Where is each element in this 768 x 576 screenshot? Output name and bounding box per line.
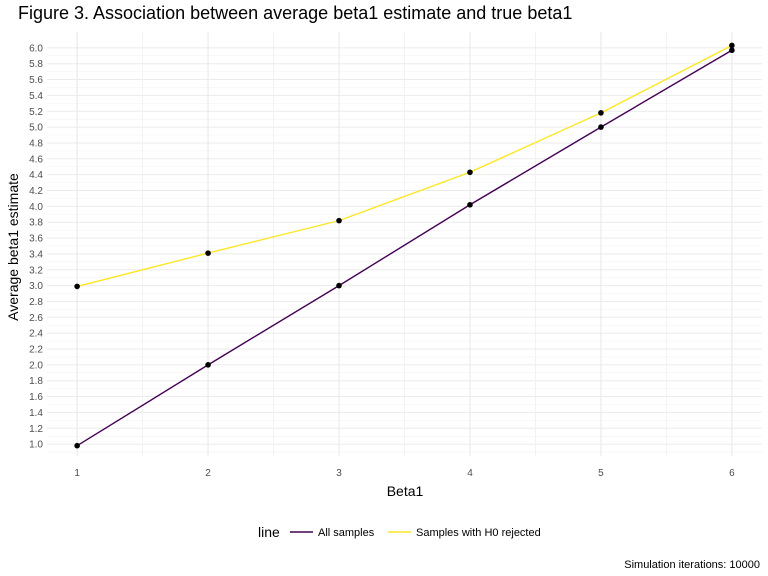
y-tick-label: 5.6 [29, 75, 43, 86]
y-tick-label: 5.2 [29, 107, 43, 118]
data-point [74, 283, 80, 290]
data-point [729, 42, 735, 49]
x-tick-label: 3 [336, 468, 342, 479]
series-line-0 [76, 49, 733, 447]
chart-title: Figure 3. Association between average be… [18, 3, 572, 23]
legend-label-h0-rejected: Samples with H0 rejected [416, 527, 541, 539]
y-tick-label: 2.4 [29, 329, 43, 340]
data-point [74, 442, 80, 449]
y-tick-label: 2.0 [29, 360, 43, 371]
x-tick-label: 4 [467, 468, 473, 479]
legend-title: line [258, 524, 280, 540]
legend: line All samples Samples with H0 rejecte… [258, 524, 541, 540]
data-point [729, 47, 735, 54]
y-tick-label: 6.0 [29, 43, 43, 54]
y-tick-label: 4.2 [29, 186, 43, 197]
y-tick-label: 1.0 [29, 440, 43, 451]
y-tick-label: 2.8 [29, 297, 43, 308]
x-axis-ticks: 1 2 3 4 5 6 [74, 468, 735, 479]
y-tick-label: 2.6 [29, 313, 43, 324]
y-tick-label: 3.0 [29, 281, 43, 292]
x-tick-label: 1 [74, 468, 80, 479]
y-tick-label: 4.4 [29, 170, 43, 181]
y-tick-label: 2.2 [29, 345, 43, 356]
x-tick-label: 2 [205, 468, 211, 479]
caption: Simulation iterations: 10000 [624, 559, 760, 571]
y-tick-label: 5.4 [29, 91, 43, 102]
y-tick-label: 3.8 [29, 218, 43, 229]
y-tick-label: 4.8 [29, 138, 43, 149]
data-point [336, 282, 342, 289]
data-point [205, 250, 211, 256]
y-axis-ticks: 1.0 1.2 1.4 1.6 1.8 2.0 2.2 2.4 2.6 2.8 3.0 3.2 3.4 3… [29, 43, 43, 450]
y-tick-label: 3.4 [29, 249, 43, 260]
y-tick-label: 3.2 [29, 265, 43, 276]
series-points [74, 42, 735, 449]
x-tick-label: 6 [729, 468, 735, 479]
data-point [598, 110, 604, 116]
y-tick-label: 1.2 [29, 424, 43, 435]
y-tick-label: 1.6 [29, 392, 43, 403]
y-axis-title: Average beta1 estimate [5, 173, 21, 321]
x-tick-label: 5 [598, 468, 604, 479]
legend-label-all-samples: All samples [318, 527, 375, 539]
data-point [205, 362, 211, 368]
y-tick-label: 1.8 [29, 376, 43, 387]
series-lines [76, 44, 733, 447]
data-point [598, 124, 604, 130]
data-point [467, 169, 473, 176]
y-tick-label: 3.6 [29, 234, 43, 245]
x-axis-title: Beta1 [387, 483, 424, 499]
data-point [467, 201, 473, 208]
y-tick-label: 4.0 [29, 202, 43, 213]
series-line-1 [76, 44, 733, 288]
y-tick-label: 4.6 [29, 154, 43, 165]
y-tick-label: 1.4 [29, 408, 43, 419]
data-point [336, 217, 342, 224]
grid [47, 32, 762, 456]
y-tick-label: 5.0 [29, 123, 43, 134]
y-tick-label: 5.8 [29, 59, 43, 70]
